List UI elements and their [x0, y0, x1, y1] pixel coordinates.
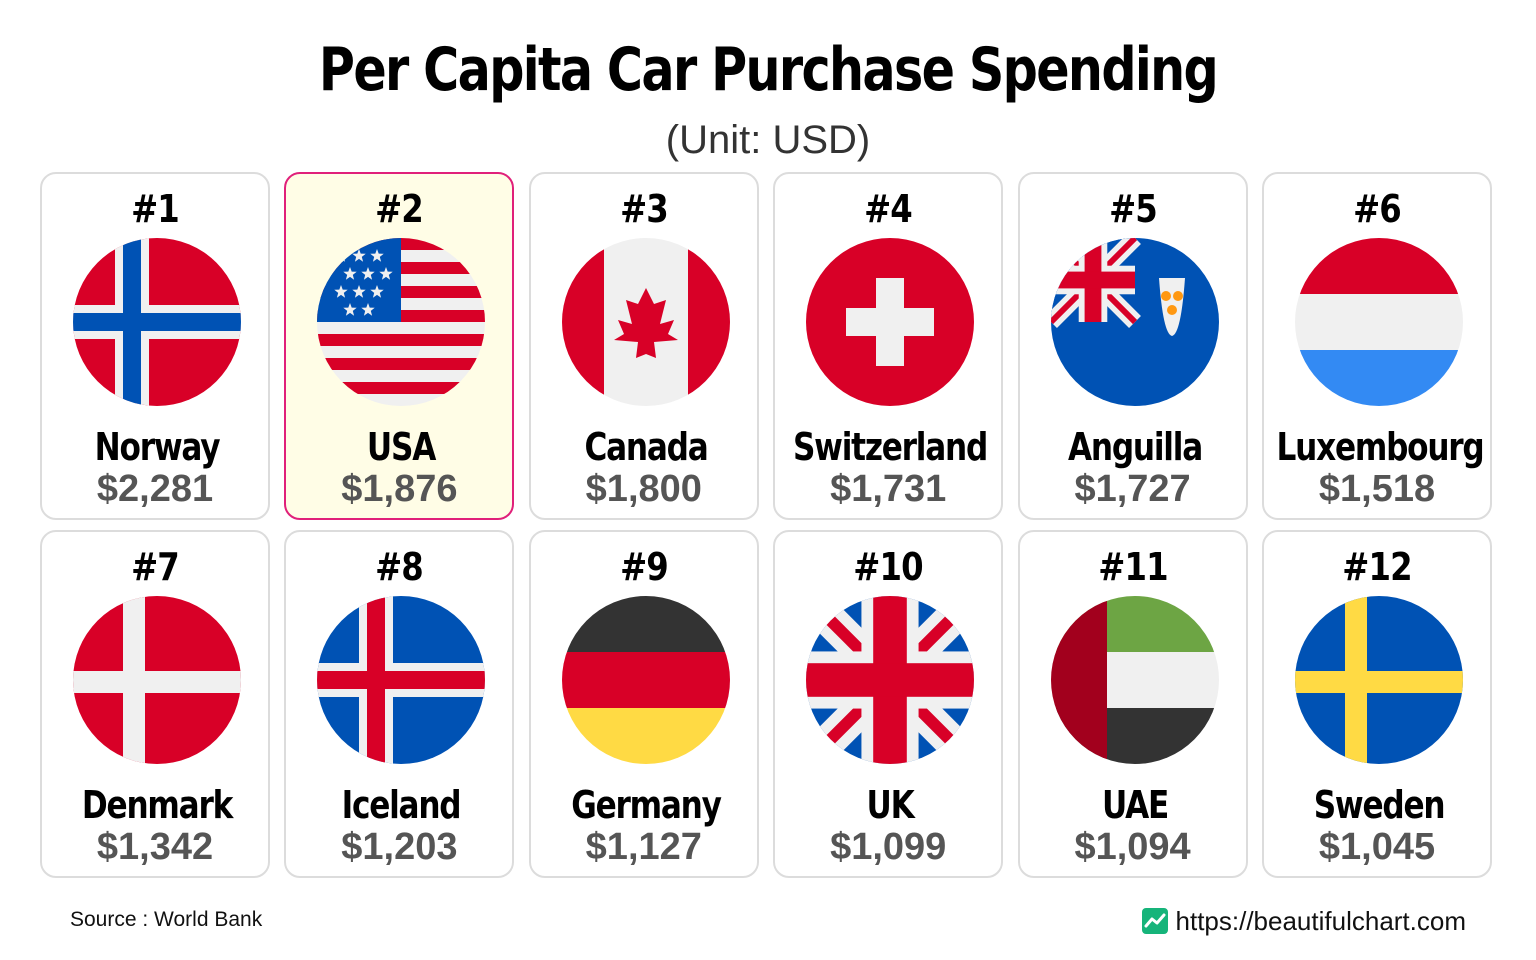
country-card: #10 UK $1,099	[773, 530, 1003, 878]
country-name: Iceland	[299, 782, 504, 828]
spending-value: $1,045	[1264, 824, 1490, 870]
rank-label: #4	[792, 186, 984, 232]
country-name: UK	[788, 782, 993, 828]
spending-value: $1,731	[775, 466, 1001, 512]
luxembourg-flag-icon	[1295, 238, 1463, 406]
country-card: #8 Iceland $1,203	[284, 530, 514, 878]
rank-label: #9	[548, 544, 740, 590]
spending-value: $1,800	[531, 466, 757, 512]
source-note: Source : World Bank	[70, 908, 262, 932]
brand-url[interactable]: https://beautifulchart.com	[1176, 906, 1466, 937]
country-name: Germany	[543, 782, 748, 828]
country-card: #12 Sweden $1,045	[1262, 530, 1492, 878]
usa-flag-icon	[317, 238, 485, 406]
germany-flag-icon	[562, 596, 730, 764]
spending-value: $1,099	[775, 824, 1001, 870]
rank-label: #7	[59, 544, 251, 590]
country-name: USA	[299, 424, 504, 470]
rank-label: #6	[1281, 186, 1473, 232]
country-card: #2 USA $1,876	[284, 172, 514, 520]
spending-value: $1,127	[531, 824, 757, 870]
rank-label: #5	[1037, 186, 1229, 232]
country-card: #5 Anguilla $1,727	[1018, 172, 1248, 520]
country-name: UAE	[1032, 782, 1237, 828]
norway-flag-icon	[73, 238, 241, 406]
country-name: Sweden	[1277, 782, 1482, 828]
switzerland-flag-icon	[806, 238, 974, 406]
country-card: #1 Norway $2,281	[40, 172, 270, 520]
rank-label: #8	[303, 544, 495, 590]
spending-value: $1,094	[1020, 824, 1246, 870]
country-card-grid: #1 Norway $2,281 #2 USA $1,876 #3 Canada…	[40, 172, 1492, 878]
spending-value: $1,876	[286, 466, 512, 512]
line-chart-icon	[1142, 908, 1168, 934]
country-card: #4 Switzerland $1,731	[773, 172, 1003, 520]
spending-value: $1,727	[1020, 466, 1246, 512]
rank-label: #10	[792, 544, 984, 590]
uk-flag-icon	[806, 596, 974, 764]
spending-value: $1,203	[286, 824, 512, 870]
rank-label: #2	[303, 186, 495, 232]
spending-value: $2,281	[42, 466, 268, 512]
uae-flag-icon	[1051, 596, 1219, 764]
country-name: Norway	[55, 424, 260, 470]
country-card: #3 Canada $1,800	[529, 172, 759, 520]
country-name: Luxembourg	[1277, 424, 1482, 470]
chart-subtitle: (Unit: USD)	[0, 116, 1536, 164]
country-card: #6 Luxembourg $1,518	[1262, 172, 1492, 520]
country-card: #11 UAE $1,094	[1018, 530, 1248, 878]
rank-label: #12	[1281, 544, 1473, 590]
iceland-flag-icon	[317, 596, 485, 764]
denmark-flag-icon	[73, 596, 241, 764]
sweden-flag-icon	[1295, 596, 1463, 764]
brand-footer[interactable]: https://beautifulchart.com	[1142, 904, 1466, 938]
rank-label: #3	[548, 186, 740, 232]
country-card: #7 Denmark $1,342	[40, 530, 270, 878]
country-name: Denmark	[55, 782, 260, 828]
spending-value: $1,518	[1264, 466, 1490, 512]
spending-value: $1,342	[42, 824, 268, 870]
country-name: Anguilla	[1032, 424, 1237, 470]
canada-flag-icon	[562, 238, 730, 406]
chart-title: Per Capita Car Purchase Spending	[138, 32, 1398, 108]
anguilla-flag-icon	[1051, 238, 1219, 406]
rank-label: #11	[1037, 544, 1229, 590]
country-name: Canada	[543, 424, 748, 470]
rank-label: #1	[59, 186, 251, 232]
country-name: Switzerland	[788, 424, 993, 470]
country-card: #9 Germany $1,127	[529, 530, 759, 878]
